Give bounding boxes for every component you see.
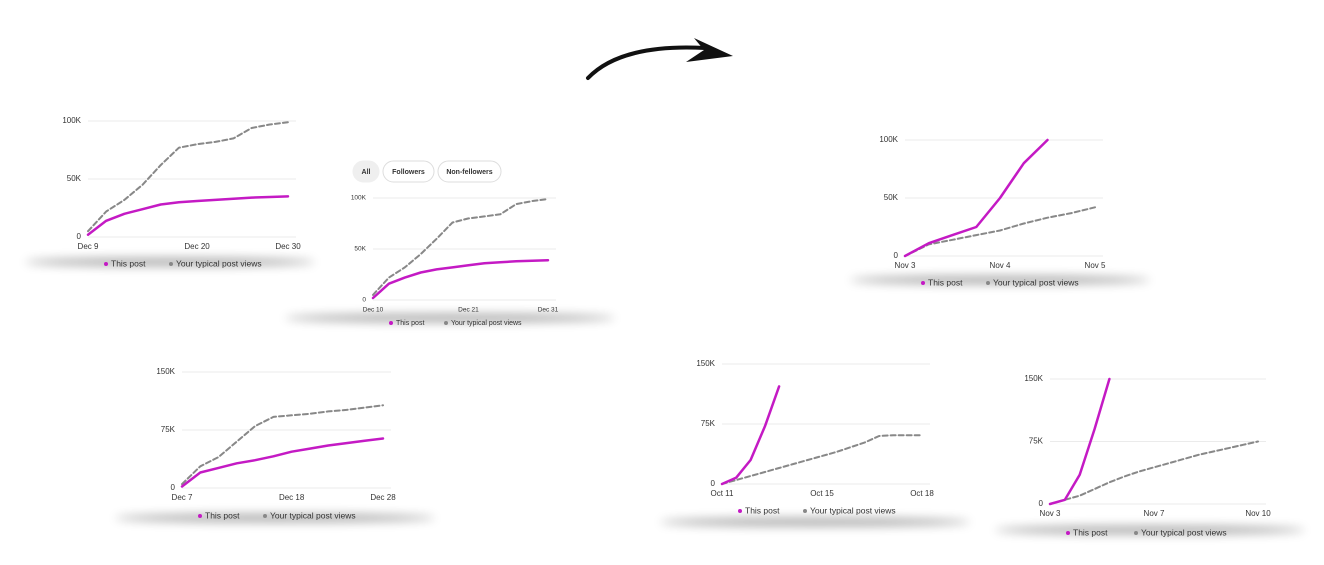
legend-swatch <box>803 509 807 513</box>
series-line <box>1049 440 1259 505</box>
legend-swatch <box>1134 531 1138 535</box>
series-line <box>181 404 384 486</box>
x-tick-label: Nov 3 <box>1040 509 1061 518</box>
series-line <box>180 437 385 488</box>
y-tick-label: 150K <box>156 367 175 376</box>
legend-swatch <box>263 514 267 518</box>
x-tick-label: Dec 30 <box>275 242 301 251</box>
tabs: All Followers Non-fellowers <box>352 160 502 183</box>
chart: 0 75K 150K Nov 3 Nov 7 Nov 10 This post Your ty… <box>995 374 1305 537</box>
chart: 0 75K 150K Dec 7 Dec 18 Dec 28 This post Your t… <box>115 367 435 522</box>
chart: 0 50K 100K Dec 9 Dec 20 Dec 30 This post Your t… <box>25 116 315 268</box>
y-tick-label: 0 <box>894 251 899 260</box>
series-line <box>721 434 923 485</box>
series-line <box>720 385 781 486</box>
y-tick-label: 0 <box>362 297 366 304</box>
shadow <box>115 514 435 522</box>
y-tick-label: 0 <box>1039 499 1044 508</box>
shadow <box>285 314 615 322</box>
x-tick-label: Nov 7 <box>1144 509 1165 518</box>
legend-swatch <box>986 281 990 285</box>
y-tick-label: 100K <box>879 135 898 144</box>
tab-label: Followers <box>392 169 425 176</box>
legend-label: This post <box>745 505 780 515</box>
legend-label: This post <box>205 510 240 520</box>
legend-swatch <box>1066 531 1070 535</box>
legend-label: This post <box>1073 527 1108 537</box>
legend-label: Your typical post views <box>176 258 262 268</box>
x-tick-label: Dec 10 <box>363 307 384 314</box>
y-tick-label: 100K <box>351 195 367 202</box>
series-line <box>86 195 290 236</box>
y-tick-label: 50K <box>67 174 82 183</box>
shadow <box>995 526 1305 534</box>
x-tick-label: Dec 7 <box>172 493 193 502</box>
x-tick-label: Nov 3 <box>895 261 916 270</box>
tab-label: All <box>362 169 371 176</box>
tab[interactable] <box>382 160 435 183</box>
shadow <box>25 258 315 266</box>
y-tick-label: 100K <box>62 116 81 125</box>
decor-arrow <box>586 38 733 80</box>
y-tick-label: 150K <box>696 359 715 368</box>
y-tick-label: 0 <box>711 479 716 488</box>
x-tick-label: Dec 9 <box>78 242 99 251</box>
series-line <box>1048 377 1111 506</box>
legend-swatch <box>198 514 202 518</box>
y-tick-label: 75K <box>1029 437 1044 446</box>
x-tick-label: Dec 20 <box>184 242 210 251</box>
x-tick-label: Dec 21 <box>458 307 479 314</box>
legend-label: Your typical post views <box>270 510 356 520</box>
chart: 0 50K 100K Dec 10 Dec 21 Dec 31 This post Your … <box>285 195 615 327</box>
chart: 0 75K 150K Oct 11 Oct 15 Oct 18 This post Your … <box>660 359 970 526</box>
legend-swatch <box>738 509 742 513</box>
shadow <box>850 276 1150 284</box>
legend-label: Your typical post views <box>451 320 522 327</box>
tab[interactable] <box>352 160 380 183</box>
x-tick-label: Dec 31 <box>538 307 559 314</box>
y-tick-label: 50K <box>354 246 366 253</box>
legend-label: Your typical post views <box>993 277 1079 287</box>
legend-swatch <box>169 262 173 266</box>
x-tick-label: Oct 18 <box>910 489 934 498</box>
legend-swatch <box>104 262 108 266</box>
x-tick-label: Nov 10 <box>1245 509 1271 518</box>
shadow <box>660 518 970 526</box>
series-line <box>371 258 550 300</box>
y-tick-label: 50K <box>884 193 899 202</box>
x-tick-label: Oct 11 <box>711 489 735 498</box>
legend-swatch <box>444 321 448 325</box>
series-line <box>904 206 1096 257</box>
legend-label: This post <box>928 277 963 287</box>
legend-label: Your typical post views <box>810 505 896 515</box>
series-line <box>903 138 1049 258</box>
tab-label: Non-fellowers <box>446 169 492 176</box>
x-tick-label: Dec 18 <box>279 493 305 502</box>
legend-label: Your typical post views <box>1141 527 1227 537</box>
legend-label: This post <box>111 258 146 268</box>
y-tick-label: 75K <box>701 419 716 428</box>
x-tick-label: Nov 4 <box>990 261 1011 270</box>
legend-swatch <box>921 281 925 285</box>
x-tick-label: Nov 5 <box>1085 261 1106 270</box>
y-tick-label: 0 <box>77 232 82 241</box>
y-tick-label: 0 <box>171 483 176 492</box>
series-line <box>372 198 549 296</box>
x-tick-label: Dec 28 <box>370 493 396 502</box>
legend-label: This post <box>396 320 424 327</box>
series-line <box>87 121 289 233</box>
legend-swatch <box>389 321 393 325</box>
y-tick-label: 75K <box>161 425 176 434</box>
tab[interactable] <box>437 160 502 183</box>
chart: 0 50K 100K Nov 3 Nov 4 Nov 5 This post Your typ… <box>850 135 1150 287</box>
y-tick-label: 150K <box>1024 374 1043 383</box>
x-tick-label: Oct 15 <box>810 489 834 498</box>
